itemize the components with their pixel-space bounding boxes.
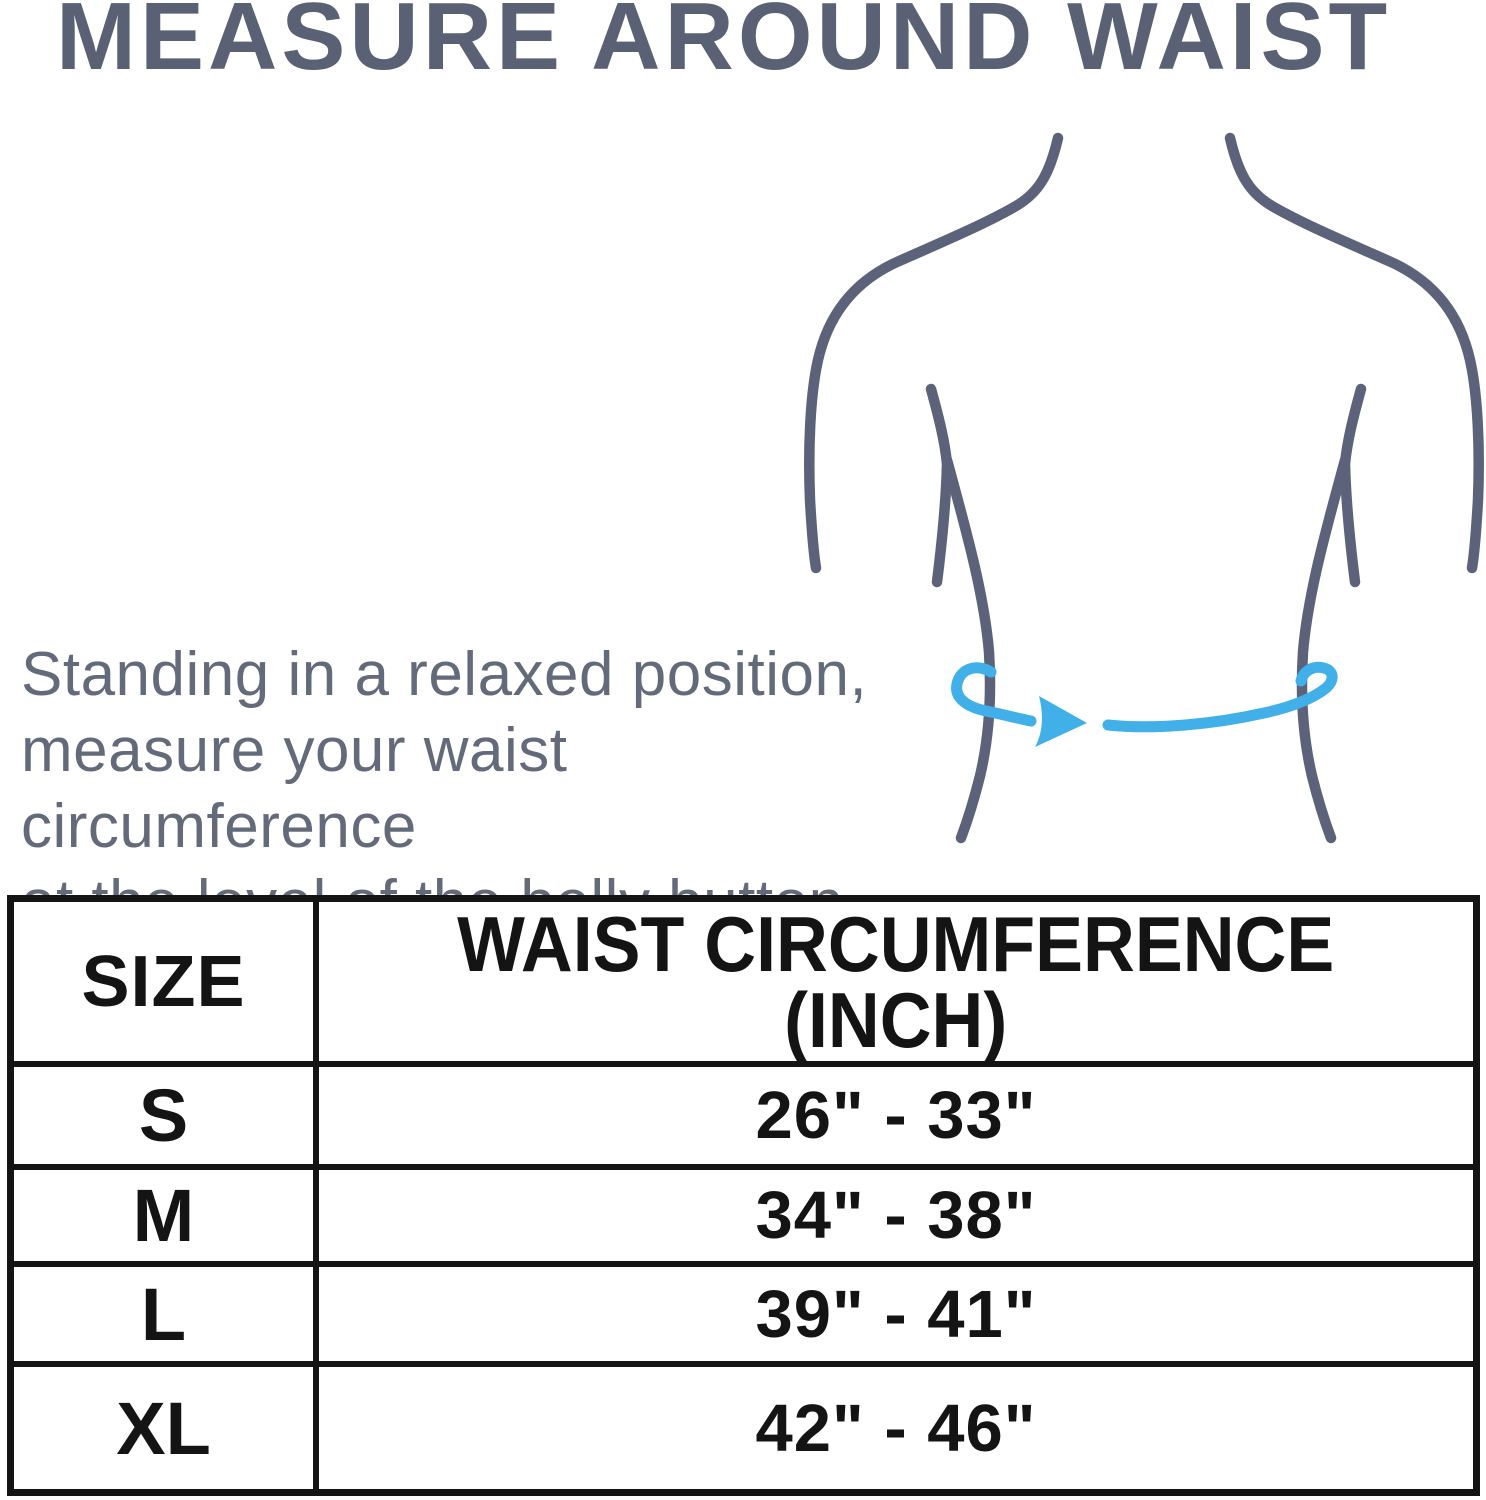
table-row-s-size: S bbox=[14, 1061, 313, 1164]
table-header-size: SIZE bbox=[81, 941, 246, 1022]
instructions-line-1: Standing in a relaxed position, bbox=[21, 640, 868, 709]
page-title: MEASURE AROUND WAIST bbox=[56, 0, 1392, 90]
arrow-main-arc bbox=[1102, 661, 1338, 733]
table-row-xl-size: XL bbox=[14, 1361, 313, 1489]
table-row-l-size: L bbox=[14, 1261, 313, 1361]
arrow-left-curl bbox=[951, 662, 1037, 727]
left-torso-side-line bbox=[941, 454, 996, 844]
instructions-line-2: measure your waist circumference bbox=[21, 716, 568, 861]
table-row-m-range: 34" - 38" bbox=[313, 1164, 1473, 1261]
right-neck-shoulder-arm-line bbox=[1224, 132, 1484, 574]
right-torso-side-line bbox=[1296, 454, 1351, 844]
left-neck-shoulder-arm-line bbox=[804, 132, 1064, 574]
table-header-circumference-text: WAIST CIRCUMFERENCE (INCH) bbox=[457, 899, 1335, 1064]
table-row-s-range: 26" - 33" bbox=[313, 1061, 1473, 1164]
torso-outline-lines bbox=[804, 132, 1484, 844]
size-chart-table: SIZE WAIST CIRCUMFERENCE (INCH) S 26" - … bbox=[7, 895, 1480, 1496]
left-inner-arm-line bbox=[925, 383, 953, 588]
right-inner-arm-line bbox=[1339, 383, 1367, 588]
table-header-circumference: WAIST CIRCUMFERENCE (INCH) bbox=[313, 902, 1473, 1061]
table-row-l-range: 39" - 41" bbox=[313, 1261, 1473, 1361]
arrowhead-icon bbox=[1035, 696, 1087, 747]
waist-measure-arrow bbox=[951, 661, 1338, 747]
table-row-m-size: M bbox=[14, 1164, 313, 1261]
table-row-xl-range: 42" - 46" bbox=[313, 1361, 1473, 1489]
